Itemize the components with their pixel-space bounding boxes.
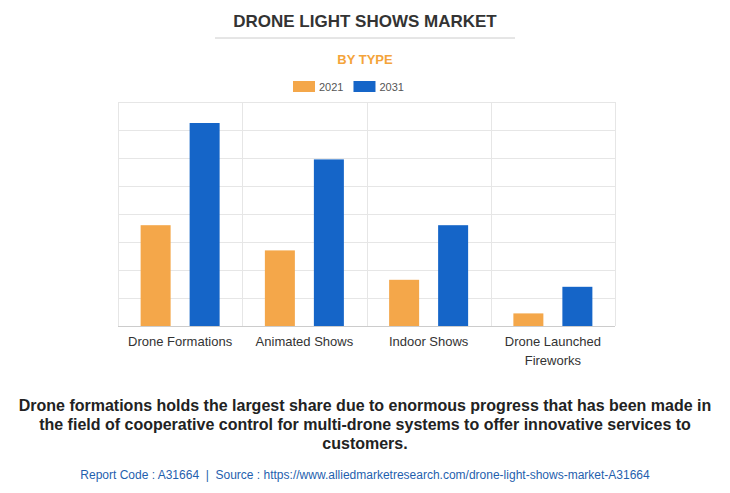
bar — [562, 287, 592, 326]
x-axis-labels: Drone Formations Animated Shows Indoor Sho… — [128, 334, 601, 368]
bars — [141, 123, 593, 326]
legend-label: 2021 — [319, 81, 343, 93]
source: Report Code : A31664 | Source : https://… — [0, 468, 730, 482]
x-tick-label: Indoor Shows — [389, 334, 469, 349]
title: DRONE LIGHT SHOWS MARKET — [233, 12, 497, 31]
x-tick-label: Animated Shows — [256, 334, 354, 349]
bar — [389, 280, 419, 326]
grid — [118, 102, 616, 327]
category-divider — [615, 102, 616, 326]
bar — [190, 123, 220, 326]
category-divider — [367, 102, 368, 326]
title-rule — [215, 38, 515, 39]
x-tick-label: Drone Formations — [128, 334, 233, 349]
bar — [438, 225, 468, 326]
category-divider — [242, 102, 243, 326]
grid-line — [118, 102, 615, 103]
bar — [513, 313, 543, 326]
chart: DRONE LIGHT SHOWS MARKET BY TYPE 2021 2031 D… — [0, 0, 730, 400]
legend: 2021 2031 — [293, 81, 404, 93]
bar — [314, 159, 344, 326]
legend-swatch — [353, 81, 375, 92]
legend-swatch — [293, 81, 315, 92]
x-tick-label: Drone LaunchedFireworks — [505, 334, 601, 368]
legend-label: 2031 — [379, 81, 403, 93]
subtitle: BY TYPE — [337, 52, 393, 67]
category-divider — [491, 102, 492, 326]
category-divider — [118, 102, 119, 326]
bar — [265, 250, 295, 326]
bar — [141, 225, 171, 326]
caption: Drone formations holds the largest share… — [10, 396, 720, 453]
grid-line — [118, 326, 615, 327]
